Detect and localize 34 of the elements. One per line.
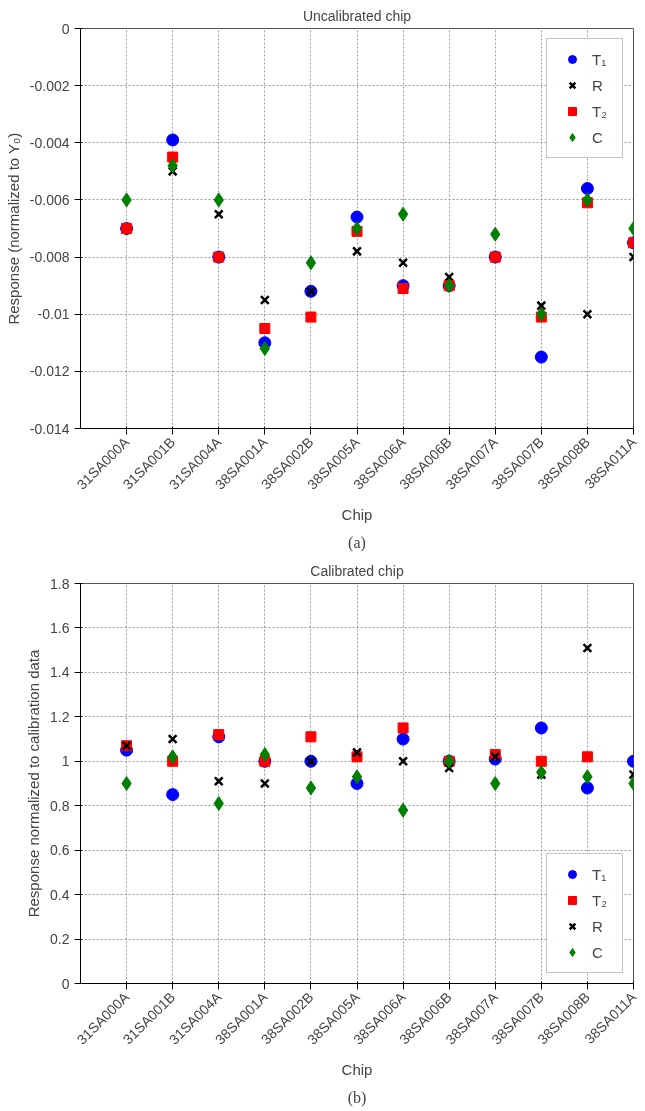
y-tick-label: -0.006 <box>29 191 70 208</box>
y-tick-label: -0.008 <box>29 249 70 266</box>
y-tick-label: 0.6 <box>50 842 70 859</box>
y-tick-label: -0.014 <box>29 420 70 437</box>
y-tick-label: -0.002 <box>29 77 70 94</box>
y-tick-label: 1.2 <box>50 708 70 725</box>
legend-label: T₁ <box>592 50 608 68</box>
legend-label: T₂ <box>592 891 608 909</box>
x-axis-title: Chip <box>341 506 373 524</box>
legend-label: R <box>592 76 604 94</box>
legend-label: T₁ <box>592 865 608 883</box>
y-tick-label: -0.012 <box>29 363 70 380</box>
y-tick-label: 1 <box>61 753 70 770</box>
y-axis-title: Response (normalized to Y₀) <box>4 132 22 325</box>
y-tick-label: 0.4 <box>50 886 70 903</box>
x-axis-title: Chip <box>341 1061 373 1079</box>
legend-label: C <box>592 128 604 146</box>
y-tick-label: 1.4 <box>50 664 70 681</box>
chart-title: Calibrated chip <box>310 562 404 579</box>
y-axis-title: Response normalized to calibration data <box>25 649 43 918</box>
y-tick-label: 0.8 <box>50 797 70 814</box>
y-tick-label: 0 <box>61 975 70 992</box>
y-tick-label: -0.004 <box>29 134 70 151</box>
chart-title: Uncalibrated chip <box>302 7 412 24</box>
text: (a) <box>348 533 366 552</box>
y-tick-label: -0.01 <box>37 306 70 323</box>
legend-label: T₂ <box>592 102 608 120</box>
y-tick-label: 1.6 <box>50 619 70 636</box>
legend-label: R <box>592 917 604 935</box>
legend-label: C <box>592 943 604 961</box>
text: (b) <box>347 1088 367 1107</box>
y-tick-label: 0.2 <box>50 931 70 948</box>
y-tick-label: 0 <box>61 20 70 37</box>
y-tick-label: 1.8 <box>50 575 70 592</box>
